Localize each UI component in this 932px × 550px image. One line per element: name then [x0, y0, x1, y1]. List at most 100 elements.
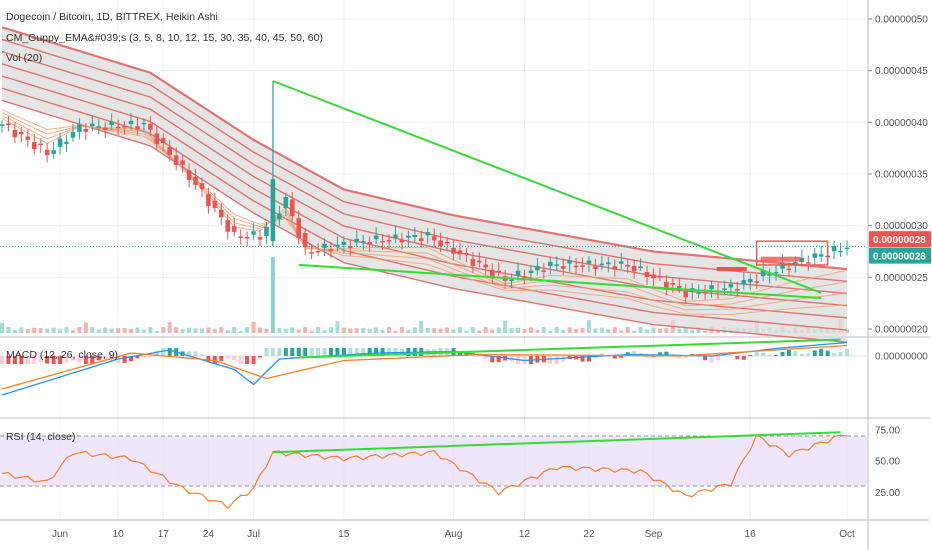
candle-body	[470, 259, 476, 266]
macd-histogram-bar	[322, 348, 327, 356]
candle-body	[599, 263, 605, 266]
candle-body	[64, 141, 69, 145]
macd-histogram-bar	[161, 348, 166, 356]
ema-long-line	[1, 26, 848, 271]
candle-body	[31, 142, 37, 150]
candle-body	[638, 266, 643, 268]
candle-body	[464, 252, 469, 255]
candle-body	[193, 177, 198, 185]
candle-body	[96, 126, 102, 128]
volume-bar	[445, 327, 450, 333]
macd-histogram-bar	[238, 356, 243, 364]
candle-body	[664, 281, 669, 288]
candle-body	[6, 123, 11, 126]
volume-bar	[412, 327, 417, 333]
volume-bar	[496, 327, 501, 333]
volume-bar	[715, 330, 720, 333]
candle-body	[631, 265, 637, 272]
price-tick-label: 0.00000035	[875, 170, 928, 181]
volume-bar	[58, 329, 63, 333]
volume-bar	[425, 327, 430, 333]
volume-bar	[51, 327, 56, 333]
candle-body	[380, 240, 385, 243]
volume-bar	[103, 327, 108, 333]
volume-bar	[129, 328, 134, 333]
volume-bar	[522, 328, 527, 333]
volume-bar	[6, 327, 11, 333]
macd-histogram-bar	[270, 348, 275, 356]
macd-histogram-bar	[38, 356, 43, 363]
candle-body	[606, 262, 611, 265]
candle-body	[83, 128, 89, 132]
axes: 0.00000050 0.00000045 0.00000040 0.00000035…	[52, 15, 931, 540]
candle-body	[496, 270, 501, 273]
candle-body	[70, 131, 76, 138]
macd-histogram-bar	[832, 352, 837, 356]
candle-body	[373, 235, 379, 240]
macd-histogram-bar	[0, 356, 4, 364]
volume-bar	[664, 328, 669, 333]
volume-bar	[0, 323, 4, 333]
macd-histogram-bar	[367, 348, 372, 356]
macd-histogram-bar	[251, 356, 256, 364]
macd-trendline	[298, 338, 841, 359]
volume-bar	[232, 327, 237, 333]
candle-body	[805, 262, 811, 264]
macd-histogram-bar	[387, 348, 392, 356]
macd-histogram-bar	[645, 356, 650, 358]
chart-title: Dogecoin / Bitcoin, 1D, BITTREX, Heikin …	[6, 11, 218, 23]
volume-bar	[174, 327, 179, 333]
candle-body	[180, 160, 185, 165]
volume-bar	[187, 327, 192, 333]
macd-histogram-bar	[12, 356, 17, 364]
candle-body	[251, 231, 256, 235]
macd-histogram-bar	[374, 348, 379, 356]
macd-histogram-bar	[457, 352, 462, 356]
macd-histogram-bar	[361, 348, 366, 356]
candle-body	[322, 243, 327, 248]
last-price-tag	[869, 231, 931, 248]
price-tick-label: 0.00000020	[875, 325, 928, 336]
candle-body	[457, 250, 463, 255]
candle-body	[135, 126, 140, 130]
candle-body	[109, 121, 114, 125]
macd-histogram-bar	[838, 351, 843, 356]
volume-bars	[0, 257, 849, 333]
macd-line	[1, 341, 848, 396]
candle-body	[264, 226, 269, 236]
macd-histogram-bar	[786, 349, 791, 356]
volume-bar	[432, 328, 437, 333]
candle-body	[19, 131, 24, 135]
candle-body	[257, 237, 263, 240]
candle-body	[122, 126, 127, 128]
volume-bar	[703, 330, 708, 333]
candle-body	[160, 138, 166, 144]
candle-body	[102, 127, 108, 130]
macd-histogram-bar	[722, 354, 727, 356]
macd-histogram-bar	[845, 348, 849, 356]
volume-bar	[528, 327, 533, 333]
volume-bar	[438, 328, 443, 333]
volume-bar	[677, 328, 682, 333]
candle-body	[277, 213, 282, 220]
price-tick-label: 0.00000040	[875, 118, 928, 129]
time-tick-label: 16	[745, 529, 757, 540]
volume-bar	[277, 328, 282, 333]
volume-bar	[619, 330, 624, 333]
macd-histogram-bar	[309, 348, 314, 356]
candle-body	[696, 292, 701, 294]
candle-body	[186, 170, 192, 180]
rsi-trendline	[272, 431, 841, 454]
macd-histogram-bar	[728, 354, 733, 356]
macd-histogram-bar	[677, 356, 682, 359]
macd-histogram-bar	[141, 356, 146, 359]
candle-body	[483, 264, 489, 268]
macd-histogram-bar	[129, 356, 134, 362]
volume-bar	[245, 327, 250, 333]
macd-histogram-bar	[193, 351, 198, 356]
volume-bar	[548, 330, 553, 333]
macd-histogram-bar	[580, 356, 585, 362]
candle-body	[451, 247, 456, 254]
candle-body	[302, 232, 308, 248]
volume-bar	[483, 327, 488, 333]
